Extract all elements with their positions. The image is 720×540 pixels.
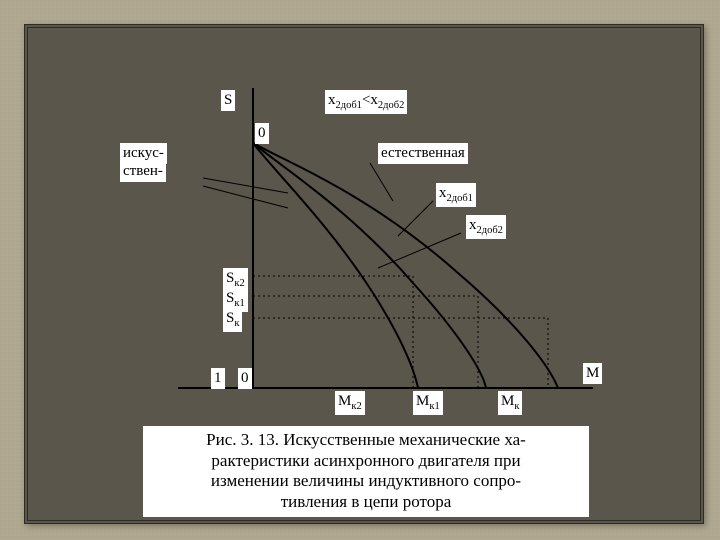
leader-x2dob1 [398,201,433,236]
label-zero-bottom: 0 [238,368,252,389]
label-m-axis: M [583,363,602,384]
label-zero-top: 0 [255,123,269,144]
label-mk1: Mк1 [413,391,443,415]
label-mk2: Mк2 [335,391,365,415]
chart-canvas [28,28,700,408]
label-x2dob2: x2доб2 [466,215,506,239]
label-condition: x2доб1<x2доб2 [325,90,407,114]
label-s-axis: S [221,90,235,111]
label-sk: Sк [223,308,242,332]
critical-dashes [253,276,548,388]
label-natural: естественная [378,143,468,164]
leader-iskus-b [203,186,288,208]
curve-x2dob1 [253,143,486,388]
leader-x2dob2 [378,233,461,268]
label-mk: Mк [498,391,522,415]
leader-iskus-a [203,178,288,193]
figure-caption: Рис. 3. 13. Искусственные механические х… [143,426,589,517]
label-one: 1 [211,368,225,389]
label-x2dob1: x2доб1 [436,183,476,207]
curve-x2dob2 [253,143,418,388]
leader-natural [370,163,393,201]
slide-frame: S 0 x2доб1<x2доб2 искус- ствен- естестве… [24,24,704,524]
label-iskus2: ствен- [120,161,166,182]
